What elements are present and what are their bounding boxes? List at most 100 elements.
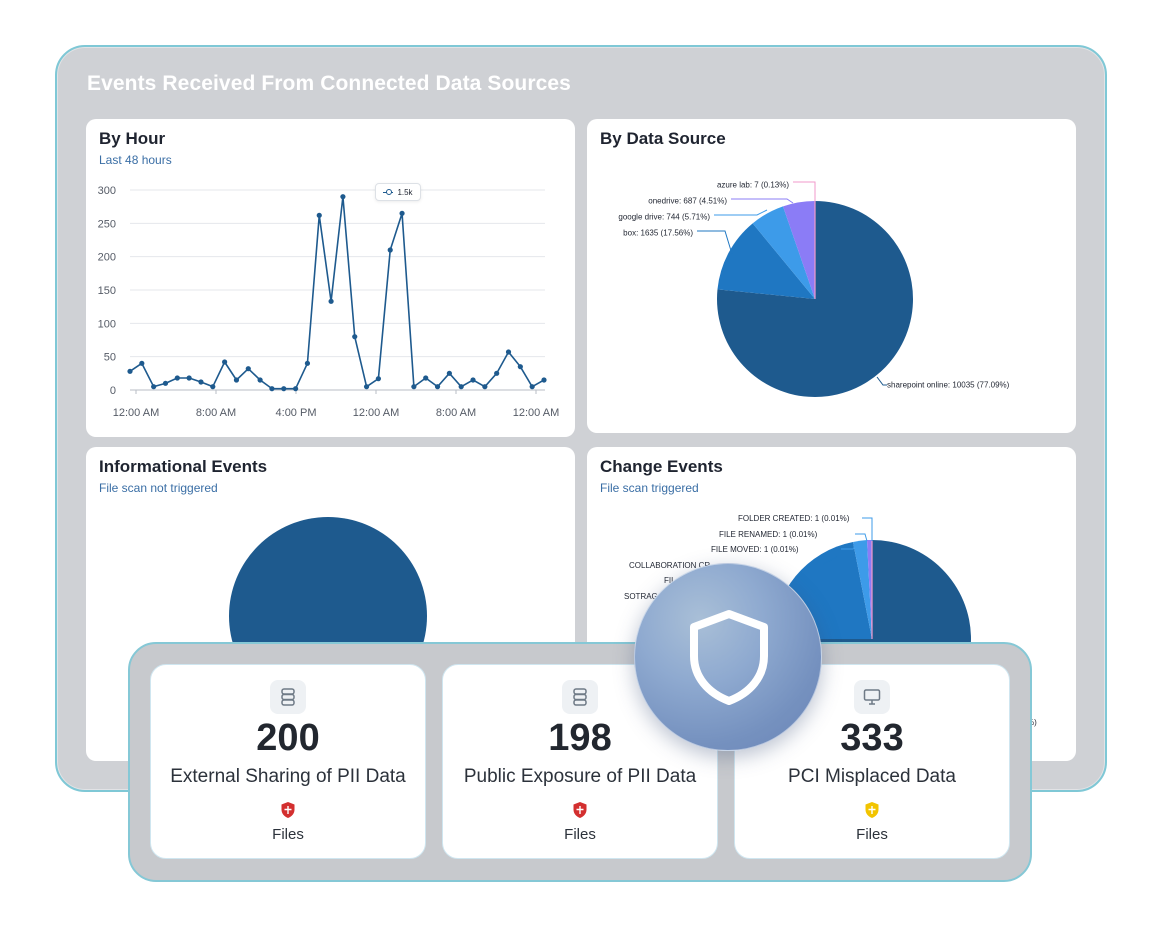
- data-point[interactable]: [186, 375, 192, 381]
- stat-unit: Files: [564, 826, 596, 843]
- y-tick-label: 50: [104, 352, 116, 364]
- by-hour-title: By Hour: [99, 129, 166, 148]
- by-hour-subtitle: Last 48 hours: [99, 153, 172, 167]
- tooltip-value: 1.5k: [397, 187, 413, 197]
- data-point[interactable]: [257, 377, 263, 383]
- change-label-storage: SOTRAG: [624, 592, 658, 601]
- y-tick-label: 150: [98, 285, 116, 297]
- data-point[interactable]: [517, 364, 523, 370]
- data-point[interactable]: [162, 380, 169, 386]
- data-point[interactable]: [482, 384, 488, 390]
- stat-card-pci-misplaced[interactable]: 333 PCI Misplaced Data Files: [734, 664, 1010, 859]
- data-point[interactable]: [387, 247, 393, 253]
- change-label-file: FIL: [664, 576, 676, 585]
- pie-slice-label: onedrive: 687 (4.51%): [648, 197, 727, 206]
- data-point[interactable]: [139, 360, 145, 366]
- change-label-file-moved: FILE MOVED: 1 (0.01%): [711, 545, 799, 554]
- y-tick-label: 200: [98, 252, 116, 264]
- data-point[interactable]: [174, 375, 180, 381]
- monitor-icon: [854, 680, 890, 714]
- data-point[interactable]: [316, 212, 322, 218]
- stat-card-external-sharing[interactable]: 200 External Sharing of PII Data Files: [150, 664, 426, 859]
- data-point[interactable]: [328, 298, 334, 304]
- stat-label: External Sharing of PII Data: [170, 766, 406, 787]
- by-source-pie-chart[interactable]: sharepoint online: 10035 (77.09%) box: 16…: [587, 119, 1076, 433]
- stat-card-public-exposure[interactable]: 198 Public Exposure of PII Data Files: [442, 664, 718, 859]
- y-tick-label: 250: [98, 218, 116, 230]
- data-point[interactable]: [529, 384, 535, 390]
- yellow-shield-icon: [865, 802, 879, 818]
- data-point[interactable]: [245, 366, 251, 372]
- change-slice-third: [853, 540, 872, 639]
- data-point[interactable]: [293, 386, 299, 392]
- data-point[interactable]: [458, 384, 464, 390]
- chart-tooltip: 1.5k: [375, 183, 421, 201]
- stat-unit: Files: [272, 826, 304, 843]
- data-point[interactable]: [281, 386, 287, 392]
- database-icon: [562, 680, 598, 714]
- pie-leader-line: [714, 209, 768, 216]
- stat-label: PCI Misplaced Data: [788, 766, 956, 787]
- data-point[interactable]: [446, 370, 452, 376]
- data-point[interactable]: [210, 384, 216, 390]
- change-events-title: Change Events: [600, 457, 723, 476]
- change-label-folder-created: FOLDER CREATED: 1 (0.01%): [738, 514, 850, 523]
- data-point[interactable]: [505, 349, 512, 355]
- red-shield-icon: [281, 802, 295, 818]
- x-tick-label: 12:00 AM: [513, 407, 559, 419]
- change-slice-fourth: [867, 539, 872, 639]
- x-tick-label: 12:00 AM: [353, 407, 399, 419]
- data-point[interactable]: [198, 379, 204, 385]
- data-point[interactable]: [423, 375, 429, 381]
- y-tick-label: 0: [110, 385, 116, 397]
- change-label-file-renamed: FILE RENAMED: 1 (0.01%): [719, 530, 818, 539]
- y-tick-label: 100: [98, 318, 116, 330]
- data-point[interactable]: [233, 377, 240, 383]
- x-tick-label: 8:00 AM: [436, 407, 476, 419]
- shield-icon: [690, 610, 768, 705]
- data-point[interactable]: [222, 359, 228, 365]
- data-point[interactable]: [363, 384, 370, 390]
- database-icon: [270, 680, 306, 714]
- change-events-subtitle: File scan triggered: [600, 481, 699, 495]
- x-tick-label: 12:00 AM: [113, 407, 159, 419]
- data-point[interactable]: [470, 377, 476, 383]
- pie-slice[interactable]: [752, 206, 815, 299]
- change-label-main: %): [1027, 718, 1037, 727]
- change-label-collaboration: COLLABORATION CR: [629, 561, 710, 570]
- data-point[interactable]: [494, 370, 500, 376]
- data-point[interactable]: [399, 210, 405, 216]
- stat-label: Public Exposure of PII Data: [463, 766, 697, 787]
- data-point[interactable]: [340, 194, 346, 200]
- y-tick-label: 300: [98, 185, 116, 197]
- pie-leader-line: [697, 230, 733, 255]
- data-point[interactable]: [541, 377, 547, 383]
- pie-slice-label: sharepoint online: 10035 (77.09%): [887, 381, 1010, 390]
- data-point[interactable]: [352, 334, 358, 340]
- data-point[interactable]: [269, 386, 275, 392]
- info-events-title: Informational Events: [99, 457, 268, 476]
- x-tick-label: 4:00 PM: [276, 407, 317, 419]
- stat-value: 198: [548, 717, 612, 759]
- data-point[interactable]: [151, 384, 157, 390]
- data-point[interactable]: [411, 384, 417, 390]
- panel-title: Events Received From Connected Data Sour…: [87, 72, 571, 95]
- data-point[interactable]: [434, 384, 441, 390]
- stat-unit: Files: [856, 826, 888, 843]
- series-marker-icon: [383, 189, 394, 195]
- pie-slice-label: google drive: 744 (5.71%): [618, 213, 710, 222]
- data-point[interactable]: [304, 360, 311, 366]
- data-point[interactable]: [127, 368, 133, 374]
- pie-slice-label: box: 1635 (17.56%): [623, 229, 693, 238]
- pie-slice[interactable]: [782, 201, 815, 299]
- by-source-card: By Data Source sharepoint online: 10035 …: [587, 119, 1076, 433]
- pie-slice[interactable]: [717, 223, 815, 299]
- data-point[interactable]: [375, 376, 381, 382]
- by-hour-line-chart[interactable]: 0 50 100 150 200 250 300 12:00 AM 8:00 AM 4:00 PM…: [86, 119, 575, 437]
- red-shield-icon: [573, 802, 587, 818]
- pie-leader-line: [793, 181, 816, 201]
- by-source-title: By Data Source: [600, 129, 726, 148]
- pie-slice-label: azure lab: 7 (0.13%): [717, 181, 789, 190]
- pie-leader-line: [731, 198, 794, 204]
